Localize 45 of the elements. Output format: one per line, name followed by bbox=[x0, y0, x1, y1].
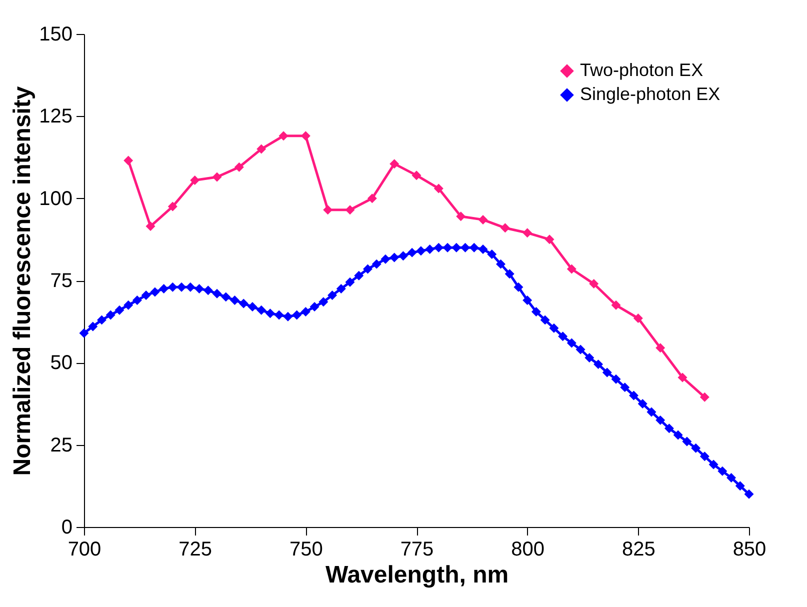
point bbox=[168, 202, 178, 212]
point bbox=[300, 131, 310, 141]
y-tick-label: 0 bbox=[61, 516, 72, 538]
point bbox=[190, 176, 200, 185]
point bbox=[412, 170, 422, 180]
y-tick-label: 150 bbox=[39, 24, 72, 46]
x-tick-label: 750 bbox=[289, 538, 323, 560]
point bbox=[544, 234, 554, 244]
point bbox=[390, 159, 400, 169]
point bbox=[434, 184, 444, 194]
legend-label: Two-photon EX bbox=[580, 60, 704, 80]
point bbox=[611, 300, 621, 310]
point bbox=[589, 279, 599, 289]
y-tick-label: 75 bbox=[50, 270, 72, 292]
point bbox=[566, 264, 576, 274]
point bbox=[367, 194, 377, 204]
point bbox=[212, 172, 222, 182]
x-axis-title: Wavelength, nm bbox=[325, 562, 509, 588]
point bbox=[345, 205, 355, 215]
point bbox=[323, 205, 333, 215]
x-tick-label: 825 bbox=[622, 538, 656, 560]
y-tick-label: 25 bbox=[50, 434, 72, 456]
point bbox=[700, 392, 710, 402]
point bbox=[656, 343, 666, 353]
point bbox=[522, 228, 532, 238]
point bbox=[478, 214, 488, 224]
y-tick-label: 50 bbox=[50, 352, 72, 374]
y-tick-label: 100 bbox=[39, 188, 72, 210]
y-axis-title: Normalized fluorescence intensity bbox=[9, 86, 36, 476]
point bbox=[256, 144, 266, 154]
x-tick-label: 700 bbox=[68, 538, 102, 560]
x-tick-label: 725 bbox=[178, 538, 212, 560]
point bbox=[678, 372, 688, 382]
point bbox=[278, 131, 288, 141]
point bbox=[456, 212, 466, 222]
legend-label: Single-photon EX bbox=[580, 84, 720, 104]
point bbox=[500, 223, 510, 233]
y-tick-label: 125 bbox=[39, 106, 72, 128]
point bbox=[633, 314, 643, 324]
point bbox=[124, 156, 134, 166]
point bbox=[234, 162, 244, 172]
x-tick-label: 775 bbox=[400, 538, 434, 560]
point bbox=[146, 222, 156, 232]
x-tick-label: 800 bbox=[511, 538, 545, 560]
x-tick-label: 850 bbox=[732, 538, 766, 560]
